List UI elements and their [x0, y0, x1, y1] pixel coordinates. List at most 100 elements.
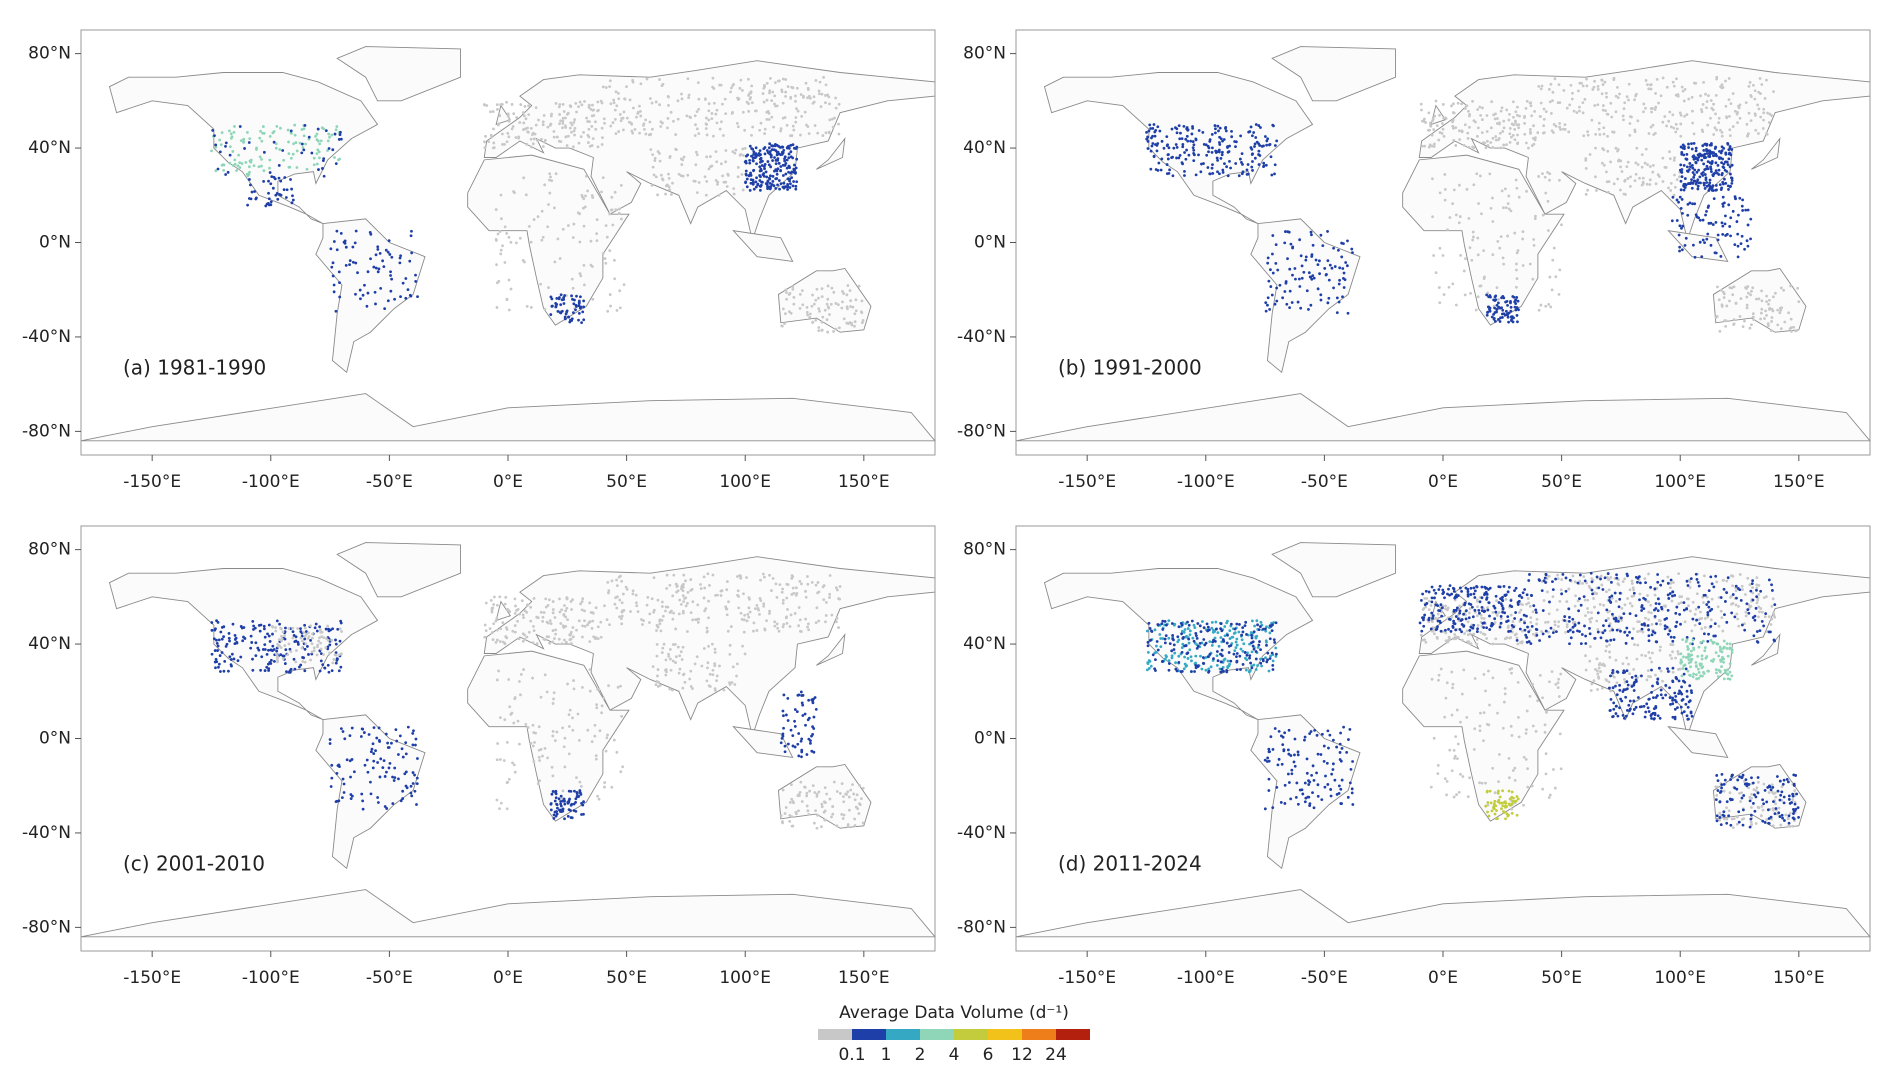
station-dot: [590, 125, 593, 128]
station-dot: [1684, 186, 1687, 189]
station-dot: [1208, 640, 1211, 643]
station-dot: [1715, 580, 1718, 583]
station-dot: [1166, 172, 1169, 175]
station-dot: [1146, 661, 1149, 664]
station-dot: [1682, 143, 1685, 146]
station-dot: [697, 132, 700, 135]
station-dot: [846, 790, 849, 793]
station-dot: [709, 685, 712, 688]
station-dot: [1468, 113, 1471, 116]
station-dot: [788, 293, 791, 296]
station-dot: [498, 595, 501, 598]
station-dot: [1745, 614, 1748, 617]
station-dot: [659, 618, 662, 621]
station-dot: [1679, 196, 1682, 199]
station-dot: [293, 668, 296, 671]
station-dot: [788, 820, 791, 823]
station-dot: [619, 770, 622, 773]
station-dot: [1541, 85, 1544, 88]
station-dot: [761, 164, 764, 167]
station-dot: [1683, 115, 1686, 118]
station-dot: [1747, 209, 1750, 212]
station-dot: [612, 99, 615, 102]
station-dot: [1220, 636, 1223, 639]
station-dot: [674, 628, 677, 631]
station-dot: [1564, 631, 1567, 634]
station-dot: [789, 134, 792, 137]
station-dot: [682, 600, 685, 603]
station-dot: [1736, 113, 1739, 116]
station-dot: [1574, 605, 1577, 608]
station-dot: [1518, 611, 1521, 614]
station-dot: [801, 714, 804, 717]
station-dot: [304, 143, 307, 146]
station-dot: [1294, 278, 1297, 281]
station-dot: [1512, 620, 1515, 623]
station-dot: [1177, 655, 1180, 658]
station-dot: [1529, 131, 1532, 134]
station-dot: [573, 118, 576, 121]
station-dot: [589, 690, 592, 693]
station-dot: [1168, 659, 1171, 662]
station-dot: [1474, 677, 1477, 680]
station-dot: [252, 628, 255, 631]
station-dot: [794, 95, 797, 98]
station-dot: [577, 713, 580, 716]
station-dot: [1750, 806, 1753, 809]
station-dot: [855, 806, 858, 809]
station-dot: [1571, 575, 1574, 578]
station-dot: [1437, 764, 1440, 767]
station-dot: [524, 723, 527, 726]
station-dot: [496, 679, 499, 682]
station-dot: [1504, 188, 1507, 191]
station-dot: [792, 86, 795, 89]
station-dot: [1746, 304, 1749, 307]
station-dot: [1717, 121, 1720, 124]
station-dot: [1746, 239, 1749, 242]
station-dot: [568, 633, 571, 636]
station-dot: [651, 597, 654, 600]
station-dot: [375, 737, 378, 740]
station-dot: [689, 589, 692, 592]
station-dot: [508, 778, 511, 781]
station-dot: [287, 129, 290, 132]
x-tick-label: 150°E: [838, 968, 890, 988]
station-dot: [787, 85, 790, 88]
station-dot: [330, 785, 333, 788]
station-dot: [716, 183, 719, 186]
station-dot: [784, 78, 787, 81]
station-dot: [1704, 214, 1707, 217]
station-dot: [1584, 654, 1587, 657]
station-dot: [1155, 144, 1158, 147]
station-dot: [1750, 323, 1753, 326]
station-dot: [384, 775, 387, 778]
station-dot: [501, 244, 504, 247]
station-dot: [1441, 122, 1444, 125]
station-dot: [1484, 690, 1487, 693]
station-dot: [667, 117, 670, 120]
station-dot: [230, 137, 233, 140]
station-dot: [1644, 107, 1647, 110]
station-dot: [544, 673, 547, 676]
station-dot: [385, 771, 388, 774]
station-dot: [514, 136, 517, 139]
station-dot: [742, 592, 745, 595]
station-dot: [522, 616, 525, 619]
station-dot: [1729, 173, 1732, 176]
station-dot: [1465, 716, 1468, 719]
station-dot: [1453, 633, 1456, 636]
station-dot: [214, 666, 217, 669]
station-dot: [582, 300, 585, 303]
station-dot: [1656, 78, 1659, 81]
station-dot: [619, 306, 622, 309]
station-dot: [267, 192, 270, 195]
station-dot: [287, 152, 290, 155]
station-dot: [746, 619, 749, 622]
station-dot: [509, 713, 512, 716]
station-dot: [1694, 82, 1697, 85]
station-dot: [522, 668, 525, 671]
station-dot: [1512, 134, 1515, 137]
station-dot: [806, 626, 809, 629]
station-dot: [255, 147, 258, 150]
station-dot: [497, 280, 500, 283]
